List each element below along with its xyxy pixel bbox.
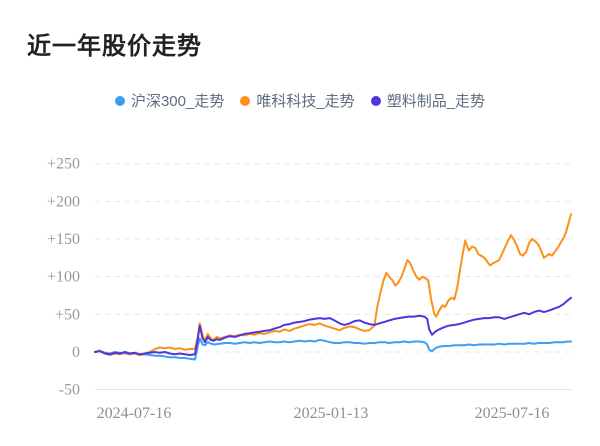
- chart-title: 近一年股价走势: [27, 33, 202, 60]
- legend-item-hs300[interactable]: 沪深300_走势: [114, 90, 225, 111]
- series-line-塑料制品_走势: [94, 296, 572, 356]
- y-tick-label: +250: [47, 156, 80, 173]
- chart-legend: 沪深300_走势 唯科科技_走势 塑料制品_走势: [0, 90, 600, 111]
- x-tick-label: 2025-01-13: [294, 405, 369, 422]
- plastics-series-dot-icon: [370, 95, 381, 106]
- x-tick-label: 2024-07-16: [97, 405, 172, 422]
- hs300-series-dot-icon: [114, 95, 125, 106]
- y-tick-label: +100: [47, 269, 80, 286]
- y-tick-label: +50: [55, 306, 80, 323]
- y-tick-label: +150: [47, 231, 80, 248]
- weike-series-dot-icon: [240, 95, 251, 106]
- legend-item-plastics[interactable]: 塑料制品_走势: [370, 90, 486, 111]
- legend-item-weike[interactable]: 唯科科技_走势: [240, 90, 355, 111]
- legend-label-weike: 唯科科技_走势: [256, 93, 355, 110]
- series-line-唯科科技_走势: [94, 213, 572, 356]
- series-line-沪深300_走势: [94, 337, 572, 361]
- legend-label-hs300: 沪深300_走势: [130, 93, 225, 110]
- y-tick-label: -50: [59, 382, 80, 399]
- y-tick-label: 0: [72, 344, 80, 361]
- x-tick-label: 2025-07-16: [475, 405, 550, 422]
- y-tick-label: +200: [47, 193, 80, 210]
- legend-label-plastics: 塑料制品_走势: [386, 93, 486, 110]
